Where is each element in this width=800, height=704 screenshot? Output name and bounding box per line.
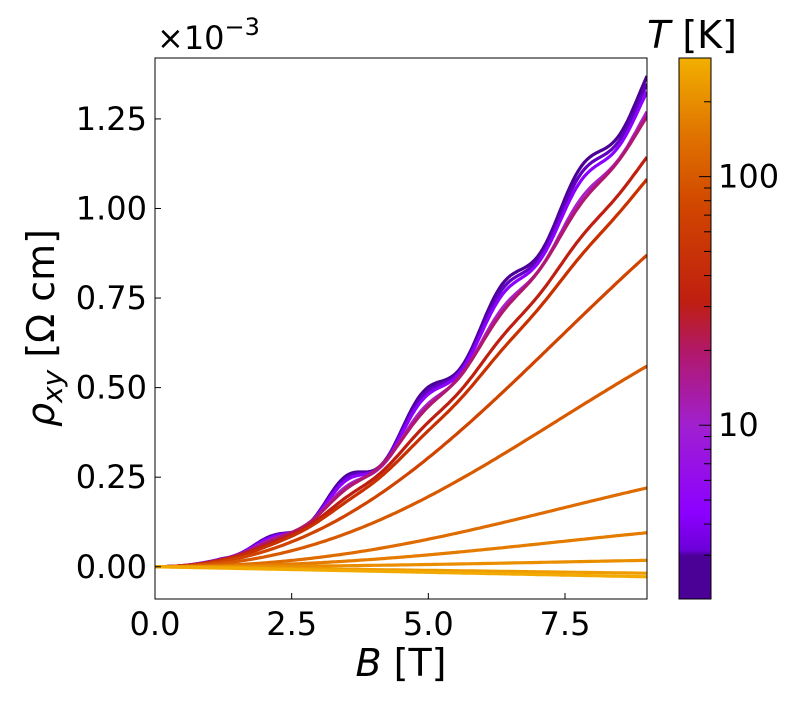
series-layer — [155, 75, 647, 579]
series-line-2K — [155, 75, 647, 569]
x-axis-label: B [T] — [355, 641, 446, 685]
y-tick-label: 0.50 — [76, 369, 147, 407]
series-line-30K — [155, 178, 647, 569]
series-line-75K — [155, 364, 647, 569]
y-tick-label: 0.25 — [76, 458, 147, 496]
y-tick-label: 0.75 — [76, 279, 147, 317]
colorbar-tick-label: 100 — [718, 158, 779, 196]
x-tick-label: 2.5 — [266, 605, 317, 643]
y-axis-label: ρxy [Ω cm] — [19, 229, 69, 427]
series-line-5K — [155, 91, 647, 569]
colorbar-label: T [K] — [647, 13, 737, 57]
x-tick-label: 7.5 — [540, 605, 591, 643]
x-tick-label: 0.0 — [130, 605, 181, 643]
plot-frame — [154, 57, 648, 600]
colorbar-tick-label: 10 — [718, 406, 759, 444]
y-tick-label: 1.25 — [76, 100, 147, 138]
colorbar — [678, 57, 712, 600]
series-line-100K — [155, 486, 647, 569]
y-axis-ticks: 0.00 0.25 0.50 0.75 1.00 1.25 — [76, 100, 161, 586]
y-tick-label: 0.00 — [76, 548, 147, 586]
y-tick-label: 1.00 — [76, 189, 147, 227]
x-axis-ticks: 0.0 2.5 5.0 7.5 — [130, 593, 591, 643]
colorbar-ticks: 10 100 — [699, 57, 779, 600]
series-line-300K — [155, 565, 647, 579]
x-tick-label: 5.0 — [403, 605, 454, 643]
y-multiplier: ×10−3 — [157, 13, 260, 57]
series-line-50K — [155, 253, 647, 569]
